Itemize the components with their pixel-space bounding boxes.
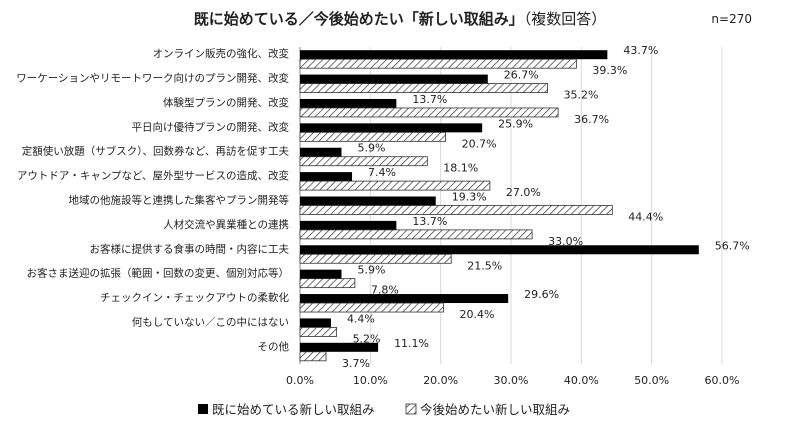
data-label-future: 3.7% [342,357,370,370]
data-label-started: 43.7% [623,44,658,57]
bar-started [300,147,342,157]
bar-future [299,156,428,167]
legend-swatch-started [198,404,208,414]
data-label-future: 5.2% [353,332,381,345]
data-label-future: 27.0% [506,186,541,199]
chart-title: 既に始めている／今後始めたい「新しい取組み」（複数回答） [0,8,800,29]
data-label-started: 13.7% [412,215,447,228]
x-tick-label: 30.0% [494,374,529,387]
category-label: 何もしていない／この中にはない [132,315,289,328]
category-label: 人材交流や異業種との連携 [163,218,289,231]
category-label: 平日向け優待プランの開発、改変 [132,120,290,133]
bar-future [299,107,559,118]
x-tick-label: 20.0% [423,374,458,387]
legend: 既に始めている新しい取組み 今後始めたい新しい取組み [198,402,570,417]
bar-future [299,131,446,142]
category-label: アウトドア・キャンプなど、屋外型サービスの造成、改変 [17,169,290,182]
bar-future [299,180,491,191]
data-label-future: 44.4% [628,211,663,224]
data-label-future: 33.0% [548,235,583,248]
category-label: チェックイン・チェックアウトの柔軟化 [100,291,289,304]
bar-started [300,50,608,60]
bar-started [300,98,397,108]
category-label: 体験型プランの開発、改変 [163,96,289,109]
data-label-future: 21.5% [467,259,502,272]
bar-started [300,74,488,84]
chart-title-main: 既に始めている／今後始めたい「新しい取組み」 [193,10,524,28]
bar-future [299,58,577,69]
data-label-future: 18.1% [443,162,478,175]
x-tick-label: 0.0% [286,374,314,387]
bars [299,50,699,362]
x-tick-label: 50.0% [634,374,669,387]
legend-swatch-future [405,403,417,415]
bar-future [299,327,337,337]
data-label-started: 29.6% [524,288,559,301]
sample-size: n=270 [711,12,752,26]
legend-label-started: 既に始めている新しい取組み [212,402,375,417]
x-tick-label: 40.0% [564,374,599,387]
bar-future [299,302,444,313]
x-tick-labels: 0.0% 10.0% 20.0% 30.0% 40.0% 50.0% 60.0% [286,374,739,387]
x-tick-label: 10.0% [353,374,388,387]
bar-future [299,205,613,215]
bar-future [299,351,327,362]
data-label-future: 36.7% [574,113,609,126]
category-labels: オンライン販売の強化、改変ワーケーションやリモートワーク向けのプラン開発、改変体… [16,47,289,353]
data-label-started: 5.9% [357,142,385,155]
bar-started [300,318,331,328]
bar-started [300,342,379,352]
bar-started [300,245,699,255]
data-label-started: 56.7% [715,239,750,252]
chart-title-suffix: （複数回答） [523,10,607,28]
legend-label-future: 今後始めたい新しい取組み [420,402,570,417]
bar-started [300,196,436,206]
data-label-future: 35.2% [564,89,599,102]
data-label-future: 7.8% [371,284,399,297]
data-label-future: 20.7% [462,137,497,150]
x-tick-label: 60.0% [705,374,740,387]
data-label-started: 4.4% [347,312,375,325]
data-label-started: 26.7% [504,69,539,82]
data-label-started: 5.9% [357,264,385,277]
data-label-started: 7.4% [368,166,396,179]
category-label: お客さま送迎の拡張（範囲・回数の変更、個別対応等） [27,267,290,280]
bar-started [300,269,342,279]
data-label-future: 39.3% [592,64,627,77]
data-label-started: 19.3% [452,191,487,204]
data-label-started: 25.9% [498,117,533,130]
bar-started [300,294,509,304]
bar-future [299,229,533,240]
bar-future [299,83,548,93]
bar-started [300,220,397,230]
category-label: オンライン販売の強化、改変 [153,47,290,60]
category-label: 地域の他施設等と連携した集客やプラン開発等 [69,194,290,207]
bar-future [299,253,452,264]
bar-future [299,278,356,289]
data-label-started: 13.7% [412,93,447,106]
category-label: ワーケーションやリモートワーク向けのプラン開発、改変 [16,72,289,85]
category-label: その他 [258,340,290,353]
data-label-started: 11.1% [394,337,429,350]
data-labels: 43.7% 39.3% 26.7% 35.2% 13.7% 36.7% 25.9%20.7%… [342,44,750,370]
data-label-future: 20.4% [459,308,494,321]
bar-started [300,123,483,133]
bar-started [300,172,353,182]
category-label: 定額使い放題（サブスク）、回数券など、再訪を促す工夫 [22,145,290,158]
category-label: お客様に提供する食事の時間・内容に工夫 [90,242,290,255]
